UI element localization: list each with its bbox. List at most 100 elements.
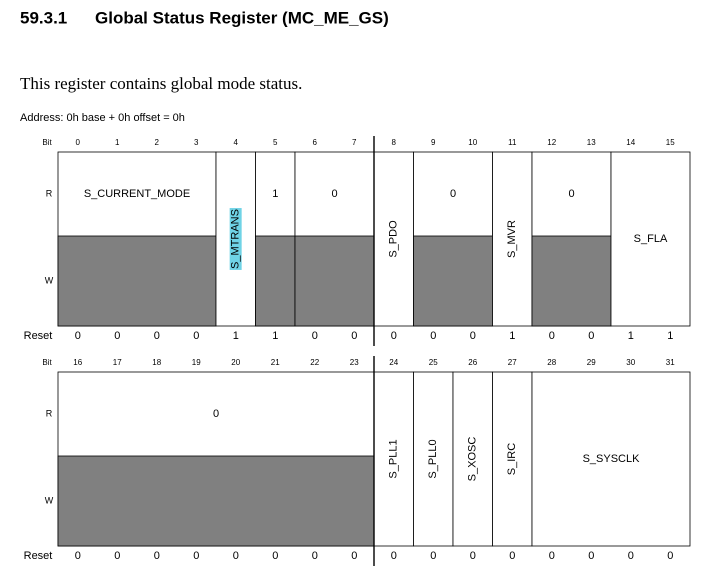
bit-number: 0 xyxy=(76,138,81,147)
bit-label: Bit xyxy=(42,138,52,147)
reset-value: 0 xyxy=(75,330,81,342)
reset-value: 1 xyxy=(628,330,634,342)
field-label: 0 xyxy=(331,188,337,200)
field-label: S_MTRANS xyxy=(230,209,242,269)
bit-number: 30 xyxy=(626,358,635,367)
bit-number: 18 xyxy=(152,358,161,367)
w-label: W xyxy=(45,275,54,285)
reset-value: 1 xyxy=(272,330,278,342)
bit-number: 26 xyxy=(468,358,477,367)
bit-number: 20 xyxy=(231,358,240,367)
field-box xyxy=(610,151,691,327)
field-label: S_PLL1 xyxy=(388,439,400,478)
bit-number: 15 xyxy=(666,138,675,147)
bit-number: 3 xyxy=(194,138,199,147)
bit-number: 5 xyxy=(273,138,278,147)
reset-value: 0 xyxy=(391,550,397,562)
bit-number: 14 xyxy=(626,138,635,147)
reset-value: 0 xyxy=(351,550,357,562)
highlight-group: S_MTRANS xyxy=(229,208,242,270)
reset-value: 0 xyxy=(549,330,555,342)
bit-number: 6 xyxy=(313,138,318,147)
r-label: R xyxy=(46,188,53,198)
reset-value: 0 xyxy=(430,330,436,342)
reset-value: 0 xyxy=(509,550,515,562)
write-shade xyxy=(57,455,375,547)
address: Address: 0h base + 0h offset = 0h xyxy=(20,112,185,124)
reset-label: Reset xyxy=(24,550,53,562)
field-box xyxy=(492,371,533,547)
bit-number: 19 xyxy=(192,358,201,367)
bit-label: Bit xyxy=(42,358,52,367)
bit-number: 31 xyxy=(666,358,675,367)
reset-value: 1 xyxy=(509,330,515,342)
highlight xyxy=(229,208,242,270)
field-label: S_CURRENT_MODE xyxy=(84,188,190,200)
bit-number: 13 xyxy=(587,138,596,147)
field-label: 1 xyxy=(272,188,278,200)
bit-number: 10 xyxy=(468,138,477,147)
bit-number: 7 xyxy=(352,138,357,147)
bit-number: 27 xyxy=(508,358,517,367)
reset-value: 0 xyxy=(114,330,120,342)
reset-value: 0 xyxy=(193,330,199,342)
r-label: R xyxy=(46,408,53,418)
reset-value: 0 xyxy=(193,550,199,562)
bit-number: 24 xyxy=(389,358,398,367)
field-label: S_MVR xyxy=(506,220,518,258)
write-shade xyxy=(294,235,375,327)
reset-value: 0 xyxy=(154,550,160,562)
bit-number: 11 xyxy=(508,138,517,147)
bit-number: 29 xyxy=(587,358,596,367)
bit-number: 9 xyxy=(431,138,436,147)
description: This register contains global mode statu… xyxy=(20,74,302,93)
reset-value: 0 xyxy=(667,550,673,562)
write-shade xyxy=(531,235,612,327)
write-shade xyxy=(57,235,217,327)
reset-value: 0 xyxy=(628,550,634,562)
bit-number: 12 xyxy=(547,138,556,147)
field-box xyxy=(413,371,454,547)
bit-number: 25 xyxy=(429,358,438,367)
bit-number: 2 xyxy=(155,138,160,147)
field-label: 0 xyxy=(213,408,219,420)
section-number: 59.3.1 xyxy=(20,8,67,27)
reset-value: 0 xyxy=(391,330,397,342)
field-label: S_PLL0 xyxy=(427,439,439,478)
reset-label: Reset xyxy=(24,330,53,342)
field-label: 0 xyxy=(568,188,574,200)
field-label: S_FLA xyxy=(634,233,668,245)
write-shade xyxy=(413,235,493,327)
field-label: S_SYSCLK xyxy=(583,453,641,465)
field-label: S_IRC xyxy=(506,443,518,475)
reset-value: 0 xyxy=(75,550,81,562)
reset-value: 0 xyxy=(430,550,436,562)
field-box xyxy=(492,151,533,327)
bit-number: 17 xyxy=(113,358,122,367)
bit-number: 16 xyxy=(73,358,82,367)
reset-value: 0 xyxy=(588,550,594,562)
reset-value: 0 xyxy=(233,550,239,562)
reset-value: 0 xyxy=(312,330,318,342)
field-label: S_PDO xyxy=(388,220,400,258)
bit-number: 1 xyxy=(115,138,120,147)
reset-value: 0 xyxy=(272,550,278,562)
field-label: 0 xyxy=(450,188,456,200)
reset-value: 1 xyxy=(667,330,673,342)
reset-value: 0 xyxy=(549,550,555,562)
field-box xyxy=(531,371,691,547)
section-title: Global Status Register (MC_ME_GS) xyxy=(95,8,389,27)
bit-number: 28 xyxy=(547,358,556,367)
bit-number: 21 xyxy=(271,358,280,367)
write-shade xyxy=(255,235,296,327)
reset-value: 0 xyxy=(114,550,120,562)
reset-value: 0 xyxy=(154,330,160,342)
reset-value: 0 xyxy=(351,330,357,342)
bit-number: 4 xyxy=(234,138,239,147)
field-label: S_XOSC xyxy=(467,437,479,482)
field-box xyxy=(452,371,493,547)
w-label: W xyxy=(45,495,54,505)
reset-value: 1 xyxy=(233,330,239,342)
reset-value: 0 xyxy=(470,550,476,562)
reset-value: 0 xyxy=(312,550,318,562)
